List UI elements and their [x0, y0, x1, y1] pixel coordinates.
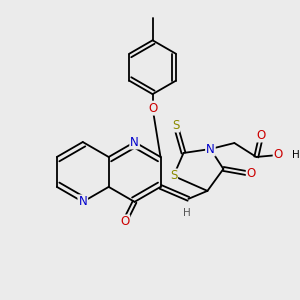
Text: N: N — [206, 142, 215, 155]
Text: S: S — [170, 169, 177, 182]
Text: N: N — [130, 136, 139, 148]
Text: H: H — [183, 208, 190, 218]
Text: O: O — [120, 215, 129, 228]
Text: O: O — [274, 148, 283, 161]
Text: S: S — [172, 118, 179, 132]
Text: O: O — [257, 128, 266, 142]
Text: O: O — [148, 102, 157, 115]
Text: N: N — [78, 195, 87, 208]
Text: O: O — [247, 167, 256, 180]
Text: H: H — [292, 150, 300, 160]
